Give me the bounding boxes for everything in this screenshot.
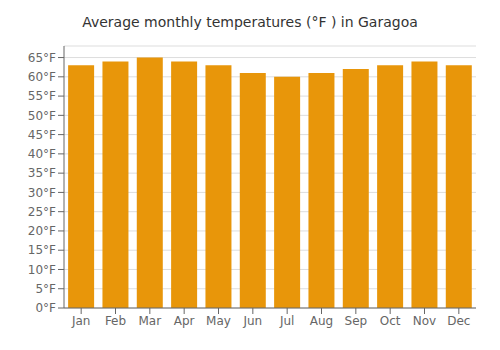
svg-text:55°F: 55°F xyxy=(28,89,56,103)
svg-text:Apr: Apr xyxy=(174,314,195,328)
svg-text:0°F: 0°F xyxy=(35,301,56,315)
svg-text:40°F: 40°F xyxy=(28,147,56,161)
svg-text:25°F: 25°F xyxy=(28,205,56,219)
svg-text:Sep: Sep xyxy=(345,314,368,328)
svg-text:Aug: Aug xyxy=(310,314,333,328)
svg-text:50°F: 50°F xyxy=(28,109,56,123)
svg-text:20°F: 20°F xyxy=(28,224,56,238)
svg-text:Nov: Nov xyxy=(413,314,436,328)
svg-text:5°F: 5°F xyxy=(35,282,56,296)
svg-text:Jun: Jun xyxy=(242,314,262,328)
svg-text:Oct: Oct xyxy=(380,314,401,328)
svg-text:35°F: 35°F xyxy=(28,166,56,180)
svg-text:May: May xyxy=(206,314,231,328)
svg-text:10°F: 10°F xyxy=(28,263,56,277)
svg-text:Feb: Feb xyxy=(105,314,126,328)
svg-text:Jan: Jan xyxy=(71,314,91,328)
svg-text:Dec: Dec xyxy=(447,314,470,328)
svg-text:Jul: Jul xyxy=(279,314,294,328)
svg-text:45°F: 45°F xyxy=(28,128,56,142)
html-text:Average monthly temperatures (: Average monthly temperatures (°F ) in Ga… xyxy=(82,14,418,30)
svg-text:60°F: 60°F xyxy=(28,70,56,84)
svg-text:30°F: 30°F xyxy=(28,186,56,200)
svg-text:15°F: 15°F xyxy=(28,243,56,257)
svg-text:65°F: 65°F xyxy=(28,51,56,65)
svg-text:Mar: Mar xyxy=(139,314,162,328)
